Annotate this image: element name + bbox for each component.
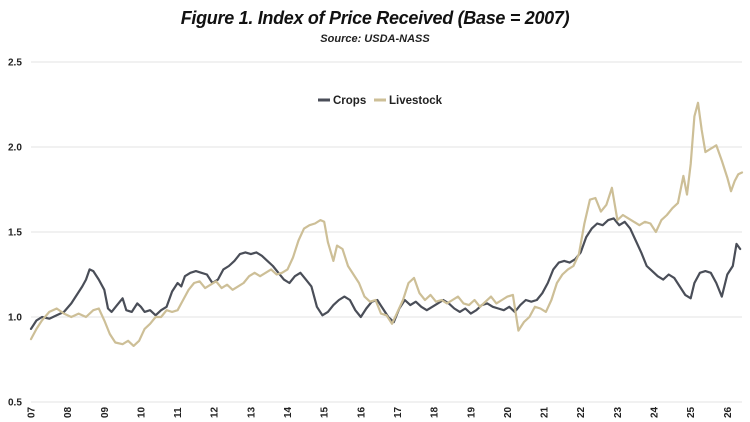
legend-label-livestock: Livestock: [389, 95, 443, 107]
x-tick-label: 09: [100, 406, 111, 418]
x-tick-label: 19: [466, 406, 477, 418]
x-tick-label: 11: [173, 407, 184, 418]
x-tick-label: 08: [63, 406, 74, 418]
x-tick-label: 22: [576, 406, 587, 418]
y-tick-label: 2.0: [8, 143, 22, 154]
legend-label-crops: Crops: [333, 95, 366, 107]
x-tick-label: 20: [503, 406, 514, 418]
x-tick-label: 18: [430, 406, 441, 418]
x-tick-label: 16: [356, 406, 367, 418]
y-tick-label: 2.5: [8, 58, 22, 69]
x-tick-label: 07: [27, 406, 38, 418]
x-tick-label: 14: [283, 406, 294, 418]
series-lines: [29, 101, 744, 347]
x-tick-label: 17: [393, 406, 404, 418]
x-tick-label: 23: [613, 406, 624, 418]
gridlines: [31, 61, 742, 403]
chart-title: Figure 1. Index of Price Received (Base …: [180, 8, 570, 28]
y-tick-label: 1.5: [8, 228, 22, 239]
x-tick-label: 25: [686, 406, 697, 418]
x-tick-label: 15: [320, 406, 331, 418]
y-tick-label: 0.5: [8, 398, 22, 409]
chart-subtitle: Source: USDA-NASS: [320, 33, 430, 45]
x-tick-label: 13: [246, 406, 257, 418]
series-line-livestock: [29, 101, 744, 347]
x-tick-label: 21: [540, 406, 551, 418]
x-tick-label: 26: [723, 406, 734, 418]
y-axis-ticks: 0.5 1.0 1.5 2.0 2.5: [8, 58, 22, 409]
x-tick-label: 12: [210, 406, 221, 418]
series-line-crops: [29, 217, 742, 330]
x-axis-ticks: 07 08 09 10 11 12 13 14 15 16 17 18 19 20 21 22 23 24 25 26: [27, 406, 734, 418]
x-tick-label: 10: [136, 406, 147, 418]
y-tick-label: 1.0: [8, 313, 22, 324]
x-tick-label: 24: [650, 406, 661, 418]
legend: Crops Livestock: [318, 95, 443, 107]
